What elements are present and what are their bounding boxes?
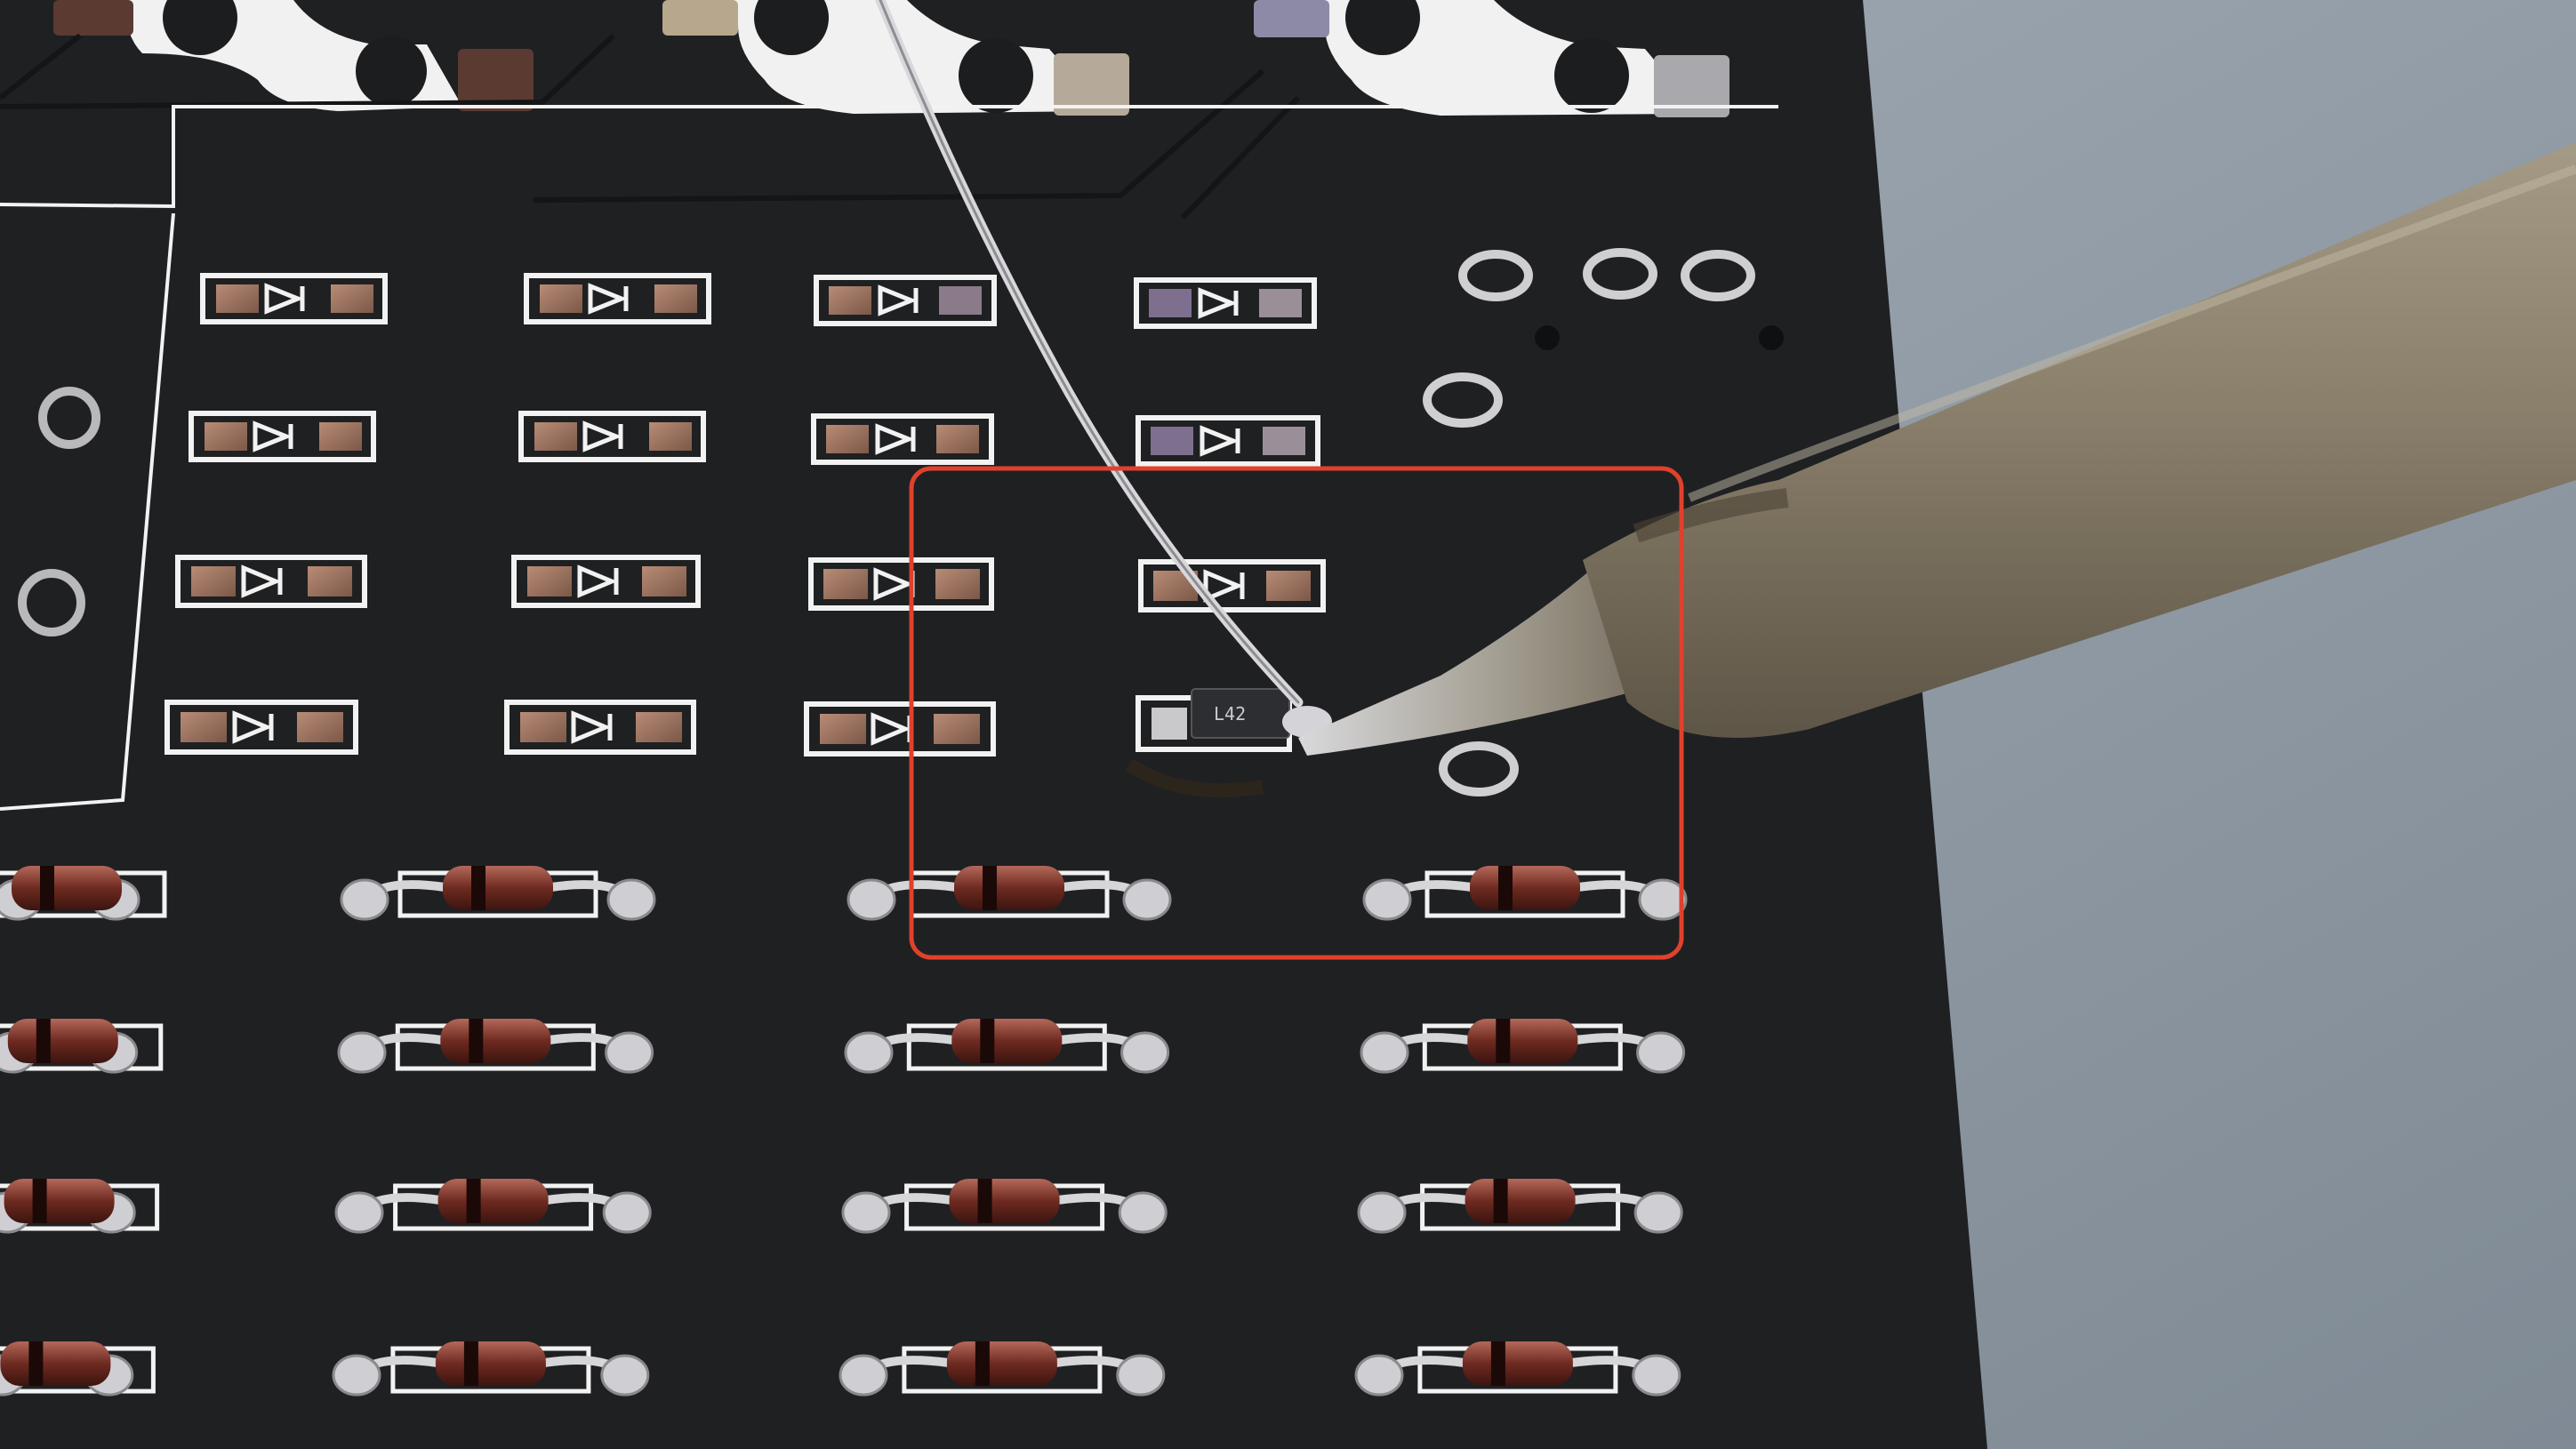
through-hole-diode xyxy=(0,1341,156,1397)
through-hole-diode xyxy=(847,866,1172,921)
through-hole-diode xyxy=(337,1019,654,1074)
smd-footprint xyxy=(165,700,358,755)
smd-footprint xyxy=(1136,415,1320,467)
through-hole-diode xyxy=(332,1341,650,1397)
through-hole-diode xyxy=(334,1179,652,1234)
through-hole-diodes xyxy=(0,866,1688,1397)
switch-footprints xyxy=(53,0,1729,117)
smd-footprint xyxy=(811,413,994,465)
smd-footprint xyxy=(189,411,376,462)
through-hole-diode xyxy=(0,1179,160,1234)
through-hole-diode xyxy=(0,1019,164,1074)
smd-diode-footprints xyxy=(165,273,1326,757)
through-holes xyxy=(18,248,1784,797)
through-hole-diode xyxy=(1362,866,1688,921)
smd-footprint xyxy=(504,700,696,755)
through-hole-diode xyxy=(841,1179,1168,1234)
smd-footprint xyxy=(1134,277,1317,329)
smd-footprint xyxy=(200,273,388,324)
through-hole-diode xyxy=(1354,1341,1681,1397)
through-hole-diode xyxy=(1360,1019,1686,1074)
through-hole-diode xyxy=(839,1341,1166,1397)
silkscreen-outline xyxy=(0,105,1778,811)
smd-footprint xyxy=(524,273,711,324)
through-hole-diode xyxy=(340,866,656,921)
soldering-iron xyxy=(1298,142,2576,756)
smd-footprint xyxy=(814,275,997,326)
smd-footprint xyxy=(808,557,994,611)
smd-diode-marking: L42 xyxy=(1214,703,1246,724)
through-hole-diode xyxy=(844,1019,1170,1074)
through-hole-diode xyxy=(1357,1179,1683,1234)
highlight-box xyxy=(909,466,1684,960)
smd-footprint xyxy=(511,555,701,608)
smd-footprint xyxy=(518,411,706,462)
smd-footprint xyxy=(175,555,367,608)
through-hole-diode xyxy=(0,866,167,921)
